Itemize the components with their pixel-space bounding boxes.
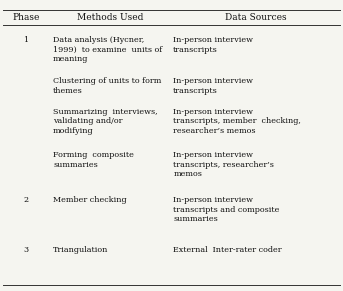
Text: Forming  composite
summaries: Forming composite summaries: [53, 151, 134, 169]
Text: Member checking: Member checking: [53, 196, 127, 204]
Text: 1: 1: [23, 36, 28, 44]
Text: In-person interview
transcripts, member  checking,
researcher’s memos: In-person interview transcripts, member …: [173, 108, 301, 135]
Text: Methods Used: Methods Used: [76, 13, 143, 22]
Text: Data analysis (Hycner,
1999)  to examine  units of
meaning: Data analysis (Hycner, 1999) to examine …: [53, 36, 163, 63]
Text: In-person interview
transcripts: In-person interview transcripts: [173, 36, 253, 54]
Text: External  Inter-rater coder: External Inter-rater coder: [173, 246, 282, 254]
Text: In-person interview
transcripts and composite
summaries: In-person interview transcripts and comp…: [173, 196, 280, 223]
Text: Triangulation: Triangulation: [53, 246, 108, 254]
Text: Phase: Phase: [12, 13, 39, 22]
Text: In-person interview
transcripts: In-person interview transcripts: [173, 77, 253, 95]
Text: In-person interview
transcripts, researcher’s
memos: In-person interview transcripts, researc…: [173, 151, 274, 178]
Text: Clustering of units to form
themes: Clustering of units to form themes: [53, 77, 162, 95]
Text: Summarizing  interviews,
validating and/or
modifying: Summarizing interviews, validating and/o…: [53, 108, 158, 135]
Text: 2: 2: [23, 196, 28, 204]
Text: 3: 3: [23, 246, 28, 254]
Text: Data Sources: Data Sources: [225, 13, 286, 22]
